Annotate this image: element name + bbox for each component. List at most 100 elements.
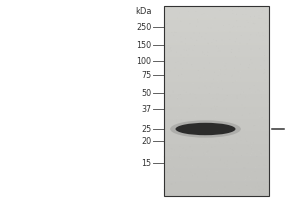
Point — [221, 136, 226, 139]
Point — [169, 156, 174, 159]
Point — [172, 73, 177, 76]
Point — [232, 182, 236, 185]
Point — [190, 94, 195, 98]
Point — [206, 80, 211, 83]
Point — [178, 131, 183, 134]
Point — [263, 44, 268, 47]
Point — [236, 134, 241, 137]
Point — [166, 10, 170, 13]
Ellipse shape — [176, 123, 236, 135]
Point — [212, 161, 217, 164]
Point — [220, 193, 225, 196]
Point — [187, 133, 192, 136]
Point — [236, 107, 241, 110]
Point — [259, 186, 263, 190]
Point — [257, 117, 262, 120]
Point — [263, 35, 268, 38]
Point — [169, 148, 174, 151]
Point — [245, 93, 250, 96]
Point — [212, 184, 217, 188]
Point — [249, 20, 254, 23]
Point — [238, 135, 242, 139]
Point — [259, 9, 264, 13]
Point — [199, 62, 204, 65]
Point — [250, 142, 255, 146]
Point — [198, 122, 203, 125]
Point — [209, 131, 214, 134]
Point — [190, 153, 194, 157]
Point — [224, 31, 229, 34]
Point — [223, 167, 228, 171]
Point — [253, 91, 258, 94]
Point — [249, 144, 254, 147]
Point — [256, 31, 261, 34]
Point — [230, 13, 235, 16]
Point — [251, 143, 256, 146]
Point — [167, 92, 172, 96]
Point — [209, 96, 214, 99]
Point — [215, 5, 220, 8]
Point — [173, 144, 178, 147]
Point — [216, 113, 220, 116]
Point — [253, 152, 258, 156]
Point — [164, 47, 169, 50]
Point — [212, 49, 217, 52]
Point — [259, 182, 264, 185]
Point — [161, 188, 166, 191]
Point — [218, 42, 223, 45]
Point — [172, 129, 177, 132]
Point — [254, 9, 259, 12]
Point — [204, 32, 208, 35]
Point — [162, 162, 167, 165]
Point — [265, 124, 269, 127]
Point — [249, 147, 254, 150]
Point — [163, 176, 167, 179]
Point — [210, 81, 214, 84]
Point — [238, 76, 243, 80]
Point — [202, 84, 207, 88]
Point — [255, 178, 260, 181]
Point — [257, 38, 262, 41]
Point — [176, 74, 181, 77]
Point — [265, 46, 270, 49]
Point — [165, 22, 170, 25]
Point — [185, 53, 190, 56]
Point — [192, 44, 197, 47]
Point — [207, 162, 212, 165]
Point — [193, 115, 198, 118]
Point — [244, 184, 249, 187]
Point — [168, 46, 173, 49]
Point — [187, 121, 191, 124]
Point — [194, 129, 199, 132]
Point — [172, 166, 176, 169]
Point — [221, 190, 226, 193]
Point — [182, 59, 187, 62]
Point — [199, 113, 203, 116]
Point — [162, 8, 167, 11]
Point — [201, 141, 206, 144]
Point — [214, 39, 218, 42]
Point — [206, 26, 211, 29]
Point — [191, 92, 196, 95]
Point — [190, 164, 194, 167]
Point — [210, 91, 214, 95]
Point — [243, 182, 248, 185]
Point — [240, 178, 245, 182]
Point — [193, 172, 197, 175]
Point — [191, 48, 196, 52]
Point — [192, 142, 197, 145]
Point — [251, 111, 256, 114]
Point — [190, 129, 195, 133]
Point — [245, 134, 250, 137]
Point — [253, 170, 257, 173]
Point — [180, 101, 185, 104]
Point — [250, 61, 255, 65]
Point — [245, 19, 250, 22]
Point — [232, 184, 237, 187]
Point — [164, 156, 168, 159]
Point — [191, 48, 196, 51]
Point — [165, 150, 170, 153]
Point — [214, 98, 219, 101]
Point — [224, 62, 229, 65]
Point — [216, 115, 221, 119]
